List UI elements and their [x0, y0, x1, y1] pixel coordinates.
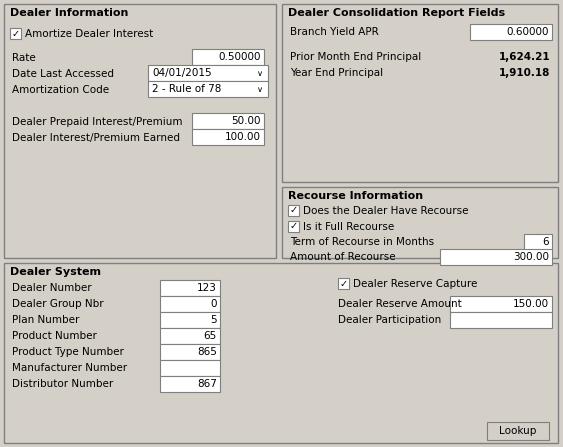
- Text: Dealer Reserve Amount: Dealer Reserve Amount: [338, 299, 462, 309]
- Text: Branch Yield APR: Branch Yield APR: [290, 27, 379, 37]
- Text: 6: 6: [542, 237, 549, 247]
- Bar: [160, 296, 220, 312]
- Text: 0.60000: 0.60000: [507, 27, 549, 37]
- Text: ∨: ∨: [257, 68, 263, 77]
- Text: ✓: ✓: [11, 29, 20, 38]
- Bar: [10, 28, 21, 39]
- Bar: [4, 4, 276, 258]
- Text: 1,624.21: 1,624.21: [498, 52, 550, 62]
- Text: Dealer Participation: Dealer Participation: [338, 315, 441, 325]
- Text: Rate: Rate: [12, 53, 35, 63]
- Bar: [148, 81, 268, 97]
- Text: ✓: ✓: [289, 206, 298, 215]
- Bar: [282, 187, 558, 258]
- Bar: [440, 249, 552, 265]
- Text: Amortize Dealer Interest: Amortize Dealer Interest: [25, 29, 153, 39]
- Text: 65: 65: [204, 331, 217, 341]
- Text: 0.50000: 0.50000: [218, 52, 261, 62]
- Text: Manufacturer Number: Manufacturer Number: [12, 363, 127, 373]
- Bar: [192, 49, 264, 65]
- Text: Recourse Information: Recourse Information: [288, 191, 423, 201]
- Bar: [160, 312, 220, 328]
- Text: 0: 0: [211, 299, 217, 309]
- Bar: [160, 280, 220, 296]
- Text: Plan Number: Plan Number: [12, 315, 79, 325]
- Bar: [160, 376, 220, 392]
- Text: Product Number: Product Number: [12, 331, 97, 341]
- Text: Dealer Reserve Capture: Dealer Reserve Capture: [353, 279, 477, 289]
- Bar: [4, 263, 558, 443]
- Bar: [487, 422, 549, 440]
- Text: ✓: ✓: [339, 278, 347, 288]
- Text: 5: 5: [211, 315, 217, 325]
- Text: 123: 123: [197, 283, 217, 293]
- Text: Term of Recourse in Months: Term of Recourse in Months: [290, 237, 434, 247]
- Bar: [470, 24, 552, 40]
- Bar: [160, 360, 220, 376]
- Text: Dealer Consolidation Report Fields: Dealer Consolidation Report Fields: [288, 8, 505, 18]
- Bar: [524, 234, 552, 250]
- Text: Is it Full Recourse: Is it Full Recourse: [303, 222, 394, 232]
- Bar: [192, 129, 264, 145]
- Text: ✓: ✓: [289, 222, 298, 232]
- Text: 04/01/2015: 04/01/2015: [152, 68, 212, 78]
- Bar: [288, 205, 299, 216]
- Text: Dealer Group Nbr: Dealer Group Nbr: [12, 299, 104, 309]
- Text: 2 - Rule of 78: 2 - Rule of 78: [152, 84, 221, 94]
- Text: 150.00: 150.00: [513, 299, 549, 309]
- Text: 865: 865: [197, 347, 217, 357]
- Bar: [160, 328, 220, 344]
- Text: Date Last Accessed: Date Last Accessed: [12, 69, 114, 79]
- Bar: [192, 113, 264, 129]
- Text: Dealer Information: Dealer Information: [10, 8, 128, 18]
- Text: 867: 867: [197, 379, 217, 389]
- Text: Lookup: Lookup: [499, 426, 537, 436]
- Bar: [160, 344, 220, 360]
- Text: ∨: ∨: [257, 84, 263, 93]
- Text: Dealer Interest/Premium Earned: Dealer Interest/Premium Earned: [12, 133, 180, 143]
- Text: Amount of Recourse: Amount of Recourse: [290, 252, 396, 262]
- Bar: [338, 278, 349, 289]
- Text: Dealer System: Dealer System: [10, 267, 101, 277]
- Text: Dealer Number: Dealer Number: [12, 283, 92, 293]
- Text: Dealer Prepaid Interest/Premium: Dealer Prepaid Interest/Premium: [12, 117, 182, 127]
- Bar: [282, 4, 558, 182]
- Bar: [450, 312, 552, 328]
- Text: Year End Principal: Year End Principal: [290, 68, 383, 78]
- Text: Does the Dealer Have Recourse: Does the Dealer Have Recourse: [303, 206, 468, 216]
- Bar: [148, 65, 268, 81]
- Text: Product Type Number: Product Type Number: [12, 347, 124, 357]
- Text: 1,910.18: 1,910.18: [499, 68, 550, 78]
- Text: 100.00: 100.00: [225, 132, 261, 142]
- Bar: [450, 296, 552, 312]
- Text: 300.00: 300.00: [513, 252, 549, 262]
- Text: Prior Month End Principal: Prior Month End Principal: [290, 52, 421, 62]
- Text: Distributor Number: Distributor Number: [12, 379, 113, 389]
- Text: Amortization Code: Amortization Code: [12, 85, 109, 95]
- Text: 50.00: 50.00: [231, 116, 261, 126]
- Bar: [288, 221, 299, 232]
